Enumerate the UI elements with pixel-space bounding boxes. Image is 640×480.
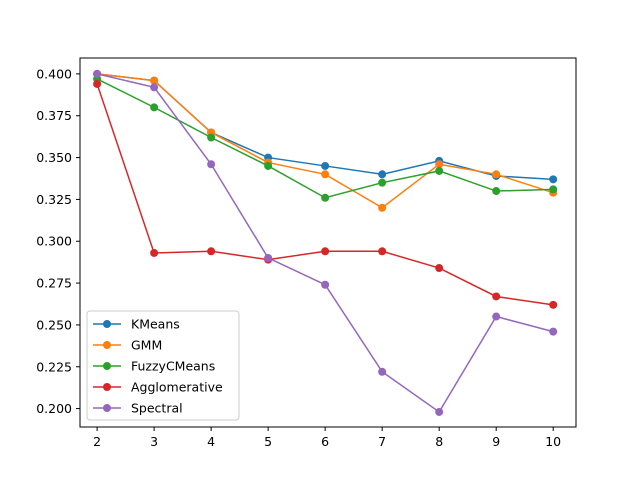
y-tick-label: 0.225 <box>36 359 72 374</box>
legend-marker <box>103 320 111 328</box>
y-tick-label: 0.300 <box>36 234 72 249</box>
x-tick-label: 3 <box>150 434 158 449</box>
y-tick-label: 0.275 <box>36 276 72 291</box>
x-tick-label: 10 <box>545 434 561 449</box>
legend-item: FuzzyCMeans <box>93 359 215 374</box>
legend-item: KMeans <box>93 317 180 332</box>
data-point <box>435 160 444 169</box>
data-point <box>207 160 216 169</box>
data-point <box>264 161 273 170</box>
legend-label: Agglomerative <box>131 380 223 395</box>
x-tick-label: 7 <box>378 434 386 449</box>
data-point <box>321 280 330 289</box>
x-tick-label: 5 <box>264 434 272 449</box>
legend-box <box>86 310 240 421</box>
data-point <box>207 247 216 256</box>
data-point <box>378 203 387 212</box>
data-point <box>435 407 444 416</box>
data-point <box>549 185 558 194</box>
y-tick-label: 0.325 <box>36 192 72 207</box>
legend-marker <box>103 362 111 370</box>
series-agglomerative <box>93 79 558 309</box>
data-point <box>549 175 558 184</box>
data-point <box>549 300 558 309</box>
x-tick-label: 2 <box>93 434 101 449</box>
data-point <box>435 264 444 273</box>
legend-label: FuzzyCMeans <box>131 359 215 374</box>
data-point <box>321 161 330 170</box>
data-point <box>378 170 387 179</box>
data-point <box>150 248 159 257</box>
data-point <box>492 187 501 196</box>
legend: KMeans GMM FuzzyCMeans Agglomerative Spectra… <box>86 310 240 421</box>
data-point <box>264 253 273 262</box>
data-point <box>321 170 330 179</box>
x-tick-label: 6 <box>321 434 329 449</box>
data-point <box>150 103 159 112</box>
x-tick-label: 8 <box>435 434 443 449</box>
data-point <box>321 193 330 202</box>
x-tick-label: 4 <box>207 434 215 449</box>
legend-item: GMM <box>93 338 162 353</box>
y-tick-label: 0.350 <box>36 150 72 165</box>
x-tick-label: 9 <box>492 434 500 449</box>
data-point <box>378 367 387 376</box>
y-tick-label: 0.200 <box>36 401 72 416</box>
data-point <box>321 247 330 256</box>
series-spectral <box>93 69 558 416</box>
data-point <box>150 83 159 92</box>
legend-label: GMM <box>131 338 162 353</box>
y-tick-label: 0.250 <box>36 317 72 332</box>
y-tick-label: 0.400 <box>36 66 72 81</box>
data-point <box>207 133 216 142</box>
data-point <box>435 166 444 175</box>
data-point <box>492 292 501 301</box>
legend-item: Agglomerative <box>93 380 223 395</box>
legend-marker <box>103 404 111 412</box>
data-point <box>93 79 102 88</box>
data-point <box>93 69 102 78</box>
legend-label: Spectral <box>131 401 183 416</box>
legend-item: Spectral <box>93 401 183 416</box>
y-tick-label: 0.375 <box>36 108 72 123</box>
data-point <box>378 247 387 256</box>
legend-label: KMeans <box>131 317 180 332</box>
data-point <box>378 178 387 187</box>
legend-marker <box>103 341 111 349</box>
legend-marker <box>103 383 111 391</box>
data-point <box>549 327 558 336</box>
data-point <box>492 170 501 179</box>
data-point <box>492 312 501 321</box>
data-point <box>150 76 159 85</box>
